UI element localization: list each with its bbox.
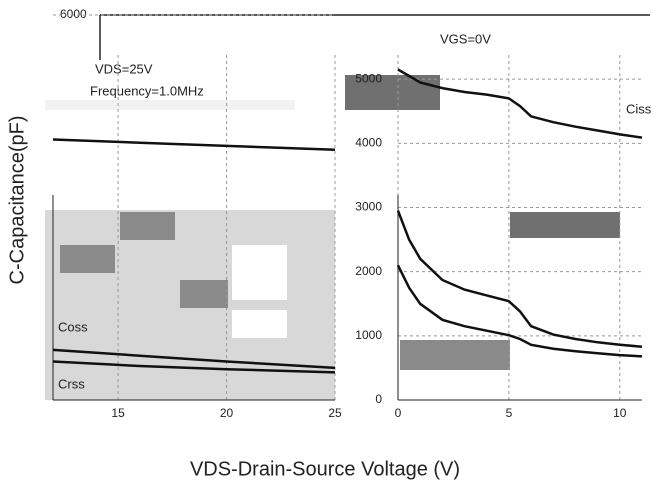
annotation: Crss — [58, 376, 85, 391]
x-tick-label: 5 — [506, 406, 513, 420]
y-tick-label: 5000 — [355, 71, 382, 85]
annotation: VGS=0V — [440, 31, 491, 46]
chart: C-Capacitance(pF) VDS-Drain-Source Volta… — [0, 0, 653, 490]
y-tick-label: 4000 — [355, 136, 382, 150]
y-tick-label: 2000 — [355, 264, 382, 278]
x-tick-label: 25 — [328, 406, 342, 420]
annotation: VDS=25V — [95, 61, 153, 76]
background-blocks — [45, 75, 620, 400]
y-tick-label: 0 — [375, 392, 382, 406]
y-tick-label: 3000 — [355, 200, 382, 214]
y-tick-label: 1000 — [355, 328, 382, 342]
annotation: Coss — [58, 319, 88, 334]
x-tick-label: 10 — [613, 406, 627, 420]
y-tick-label: 6000 — [60, 7, 87, 21]
annotation: Frequency=1.0MHz — [90, 83, 204, 98]
series-line — [53, 140, 335, 150]
x-tick-label: 15 — [111, 406, 125, 420]
annotation: Ciss — [626, 101, 652, 116]
x-axis-label: VDS-Drain-Source Voltage (V) — [190, 458, 460, 480]
x-tick-label: 20 — [220, 406, 234, 420]
x-tick-label: 0 — [395, 406, 402, 420]
y-axis-label: C-Capacitance(pF) — [6, 116, 28, 285]
